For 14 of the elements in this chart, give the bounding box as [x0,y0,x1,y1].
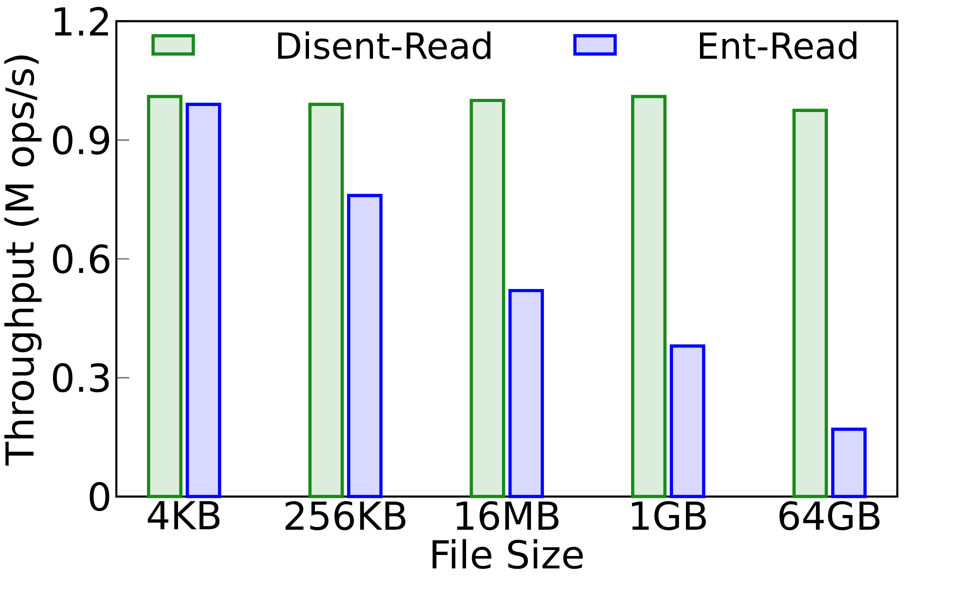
y-tick-label: 1.2 [54,6,108,36]
y-tick-label: 0.9 [52,125,110,155]
x-tick-label: 64GB [780,501,880,530]
x-axis-title: File Size [432,539,583,569]
legend-label: Disent-Read [278,31,490,60]
y-tick-label: 0.3 [52,363,109,392]
y-axis-title: Throughput (M ops/s) [4,56,42,466]
legend-label: Ent-Read [700,31,856,60]
y-tick-label: 0 [90,482,110,512]
x-tick-label: 16MB [456,501,558,530]
y-tick-label: 0.6 [52,244,110,274]
x-tick-label: 1GB [632,501,706,530]
x-tick-label: 256KB [286,501,406,530]
x-tick-label: 4KB [148,501,220,530]
